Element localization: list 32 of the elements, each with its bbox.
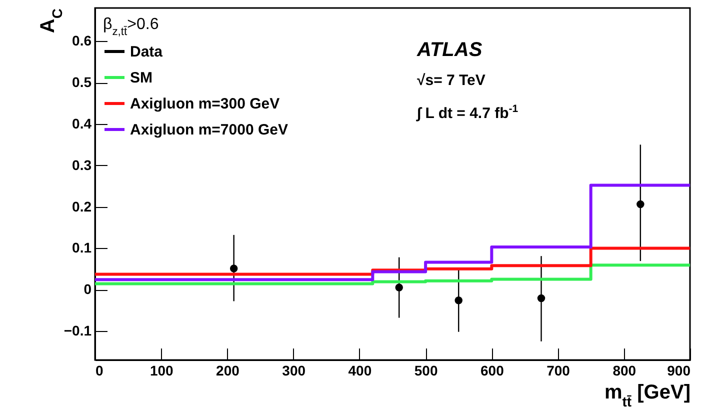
x-tick-label: 400 (348, 362, 372, 378)
legend-label: Axigluon m=300 GeV (130, 96, 280, 112)
legend-label: SM (130, 70, 152, 86)
x-axis-title: m$_{tt̄}$ [GeV] (604, 382, 690, 410)
x-tick-label: 700 (546, 362, 570, 378)
legend-label: Data (130, 44, 164, 60)
y-tick-label: 0.1 (72, 240, 92, 256)
annotation: √s= 7 TeV (417, 72, 486, 89)
legend-title: β$_{z,tt̄}$>0.6 (103, 16, 159, 38)
point (636, 200, 644, 208)
y-tick-label: 0.4 (72, 115, 92, 132)
x-tick-label: 800 (612, 362, 636, 378)
point (395, 284, 403, 292)
y-tick-label: 0.5 (72, 74, 92, 90)
y-tick-label: −0.1 (64, 322, 92, 339)
x-tick-label: 600 (480, 362, 504, 378)
x-tick-label: 100 (150, 362, 174, 378)
legend-label: Axigluon m=7000 GeV (130, 122, 288, 138)
annotation: ATLAS (416, 39, 483, 61)
x-tick-label: 0 (96, 362, 104, 378)
x-tick-label: 200 (216, 362, 240, 378)
y-tick-label: 0.2 (72, 198, 92, 214)
annotation: ∫ L dt = 4.7 fb$^{-1}$ (416, 103, 518, 122)
point (537, 294, 546, 302)
x-tick-label: 500 (414, 362, 438, 378)
y-tick-label: 0 (84, 281, 92, 298)
x-tick-label: 300 (282, 362, 306, 378)
point (454, 296, 462, 304)
y-tick-label: 0.3 (72, 156, 92, 173)
point (230, 264, 238, 272)
x-tick-label: 900 (667, 362, 691, 378)
y-tick-label: 0.6 (72, 32, 92, 49)
